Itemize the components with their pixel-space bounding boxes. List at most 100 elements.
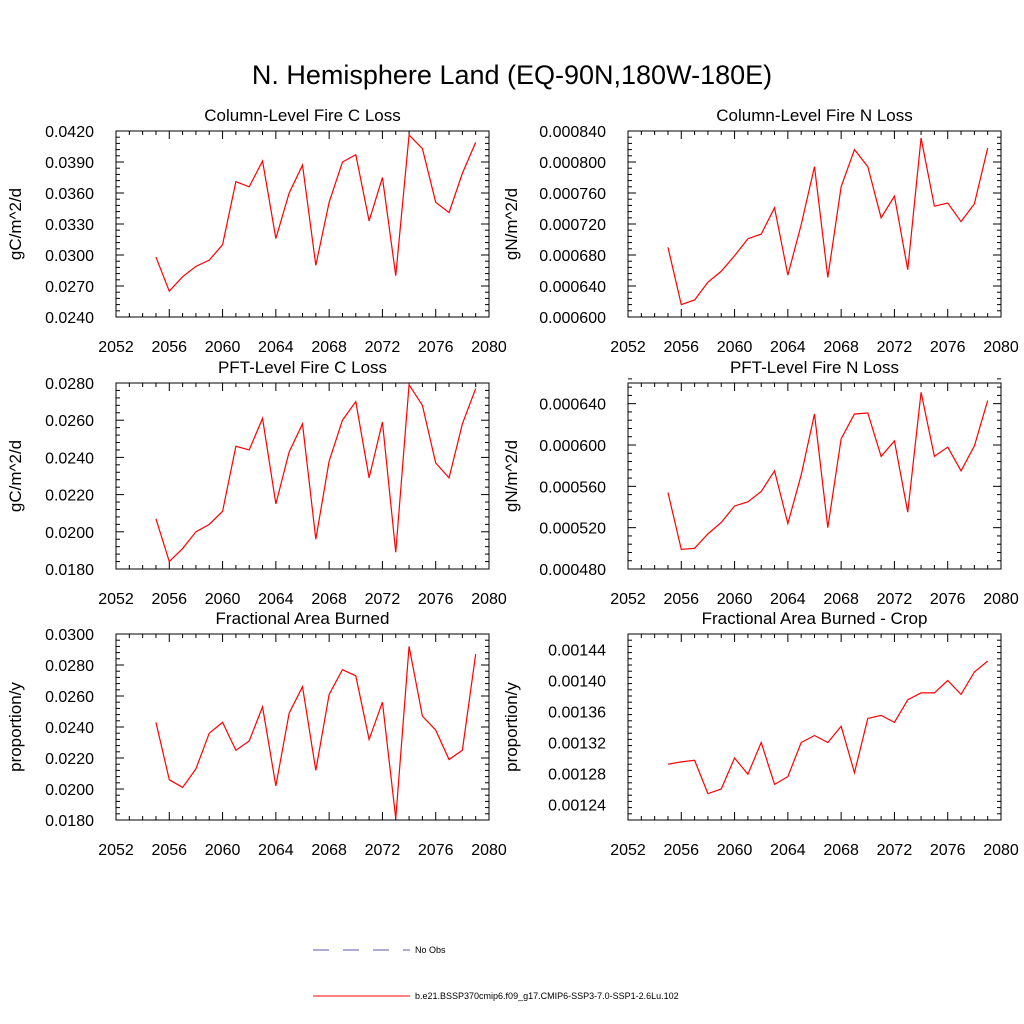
chart-panels: 2052 2056 2060 2064 2068 2072 2076 2080 0.0240 0.… <box>6 106 1019 859</box>
series-line <box>155 133 477 293</box>
y-axis-label: gN/m^2/d <box>502 440 521 512</box>
panel-title: Column-Level Fire N Loss <box>716 106 913 125</box>
y-tick-label: 0.0420 <box>45 124 94 141</box>
x-tick-label: 2080 <box>983 339 1019 356</box>
y-axis-label: proportion/y <box>6 682 25 772</box>
y-tick-label: 0.0330 <box>45 217 94 234</box>
y-tick-label: 0.00144 <box>548 643 606 660</box>
x-tick-label: 2052 <box>610 339 646 356</box>
x-tick-label: 2068 <box>311 339 347 356</box>
x-tick-label: 2080 <box>471 339 507 356</box>
x-tick-label: 2056 <box>663 591 699 608</box>
y-tick-label: 0.0240 <box>45 720 94 737</box>
x-tick-label: 2064 <box>770 842 806 859</box>
y-tick-label: 0.0240 <box>45 310 94 327</box>
chart-panel-5: 2052 2056 2060 2064 2068 2072 2076 2080 0.0180 0.… <box>6 609 507 859</box>
figure-title: N. Hemisphere Land (EQ-90N,180W-180E) <box>252 60 772 90</box>
y-axis-label: gN/m^2/d <box>502 188 521 260</box>
chart-panel-3: 2052 2056 2060 2064 2068 2072 2076 2080 0.0180 0.… <box>6 358 507 608</box>
y-tick-label: 0.000600 <box>539 310 606 327</box>
panel-title: Fractional Area Burned - Crop <box>702 609 928 628</box>
y-tick-label: 0.00132 <box>548 736 606 753</box>
x-tick-label: 2068 <box>311 591 347 608</box>
chart-panel-4: 2052 2056 2060 2064 2068 2072 2076 2080 0.000480… <box>502 358 1019 608</box>
x-tick-label: 2060 <box>717 842 753 859</box>
x-tick-label: 2080 <box>983 842 1019 859</box>
y-tick-label: 0.000560 <box>539 479 606 496</box>
x-tick-label: 2080 <box>983 591 1019 608</box>
legend-label-model-run: b.e21.BSSP370cmip6.f09_g17.CMIP6-SSP3-7.… <box>415 991 679 1001</box>
y-tick-label: 0.000720 <box>539 217 606 234</box>
x-tick-label: 2052 <box>610 591 646 608</box>
x-tick-label: 2056 <box>663 339 699 356</box>
panel-title: Column-Level Fire C Loss <box>204 106 401 125</box>
x-tick-label: 2064 <box>770 339 806 356</box>
y-tick-label: 0.0390 <box>45 155 94 172</box>
x-tick-label: 2060 <box>205 339 241 356</box>
legend: No Obs b.e21.BSSP370cmip6.f09_g17.CMIP6-… <box>313 945 679 1001</box>
x-tick-label: 2076 <box>930 842 966 859</box>
y-axis-label: gC/m^2/d <box>6 440 25 512</box>
y-tick-label: 0.0260 <box>45 689 94 706</box>
y-tick-label: 0.0300 <box>45 627 94 644</box>
x-tick-label: 2072 <box>877 339 913 356</box>
y-tick-label: 0.000520 <box>539 521 606 538</box>
x-tick-label: 2056 <box>151 339 187 356</box>
y-tick-label: 0.0180 <box>45 562 94 579</box>
series-line <box>667 660 989 795</box>
x-tick-label: 2068 <box>823 591 859 608</box>
y-tick-label: 0.0280 <box>45 376 94 393</box>
x-tick-label: 2056 <box>663 842 699 859</box>
legend-label-no-obs: No Obs <box>415 945 446 955</box>
x-tick-label: 2068 <box>823 339 859 356</box>
x-tick-label: 2080 <box>471 842 507 859</box>
y-tick-label: 0.0200 <box>45 782 94 799</box>
series-line <box>667 137 989 306</box>
y-tick-label: 0.00136 <box>548 705 606 722</box>
series-line <box>155 383 477 563</box>
plot-frame <box>115 382 490 570</box>
x-tick-label: 2056 <box>151 842 187 859</box>
x-tick-label: 2052 <box>98 339 134 356</box>
y-axis-label: proportion/y <box>502 682 521 772</box>
x-tick-label: 2052 <box>610 842 646 859</box>
y-tick-label: 0.000800 <box>539 155 606 172</box>
x-tick-label: 2072 <box>877 591 913 608</box>
chart-panel-2: 2052 2056 2060 2064 2068 2072 2076 2080 0.000600… <box>502 106 1019 356</box>
plot-frame <box>627 382 1002 570</box>
x-tick-label: 2060 <box>717 339 753 356</box>
panel-title: Fractional Area Burned <box>216 609 390 628</box>
y-tick-label: 0.000480 <box>539 562 606 579</box>
y-tick-label: 0.000640 <box>539 397 606 414</box>
x-tick-label: 2080 <box>471 591 507 608</box>
y-tick-label: 0.0220 <box>45 488 94 505</box>
x-tick-label: 2068 <box>823 842 859 859</box>
y-tick-label: 0.00140 <box>548 674 606 691</box>
x-tick-label: 2076 <box>930 339 966 356</box>
y-tick-label: 0.0220 <box>45 751 94 768</box>
chart-panel-1: 2052 2056 2060 2064 2068 2072 2076 2080 0.0240 0.… <box>6 106 507 356</box>
y-tick-label: 0.000680 <box>539 248 606 265</box>
x-tick-label: 2052 <box>98 842 134 859</box>
x-tick-label: 2060 <box>717 591 753 608</box>
x-tick-label: 2064 <box>258 591 294 608</box>
chart-panel-6: 2052 2056 2060 2064 2068 2072 2076 2080 0.00124 0… <box>502 609 1019 859</box>
y-axis-label: gC/m^2/d <box>6 188 25 260</box>
x-tick-label: 2072 <box>877 842 913 859</box>
y-tick-label: 0.0260 <box>45 413 94 430</box>
y-tick-label: 0.00124 <box>548 798 606 815</box>
y-tick-label: 0.00128 <box>548 767 606 784</box>
x-tick-label: 2068 <box>311 842 347 859</box>
y-tick-label: 0.0270 <box>45 279 94 296</box>
plot-frame <box>627 130 1002 318</box>
series-line <box>155 646 477 819</box>
x-tick-label: 2076 <box>930 591 966 608</box>
y-tick-label: 0.0300 <box>45 248 94 265</box>
x-tick-label: 2052 <box>98 591 134 608</box>
plot-frame <box>627 633 1002 821</box>
x-tick-label: 2064 <box>258 339 294 356</box>
y-tick-label: 0.000760 <box>539 186 606 203</box>
x-tick-label: 2076 <box>418 339 454 356</box>
y-tick-label: 0.0240 <box>45 450 94 467</box>
